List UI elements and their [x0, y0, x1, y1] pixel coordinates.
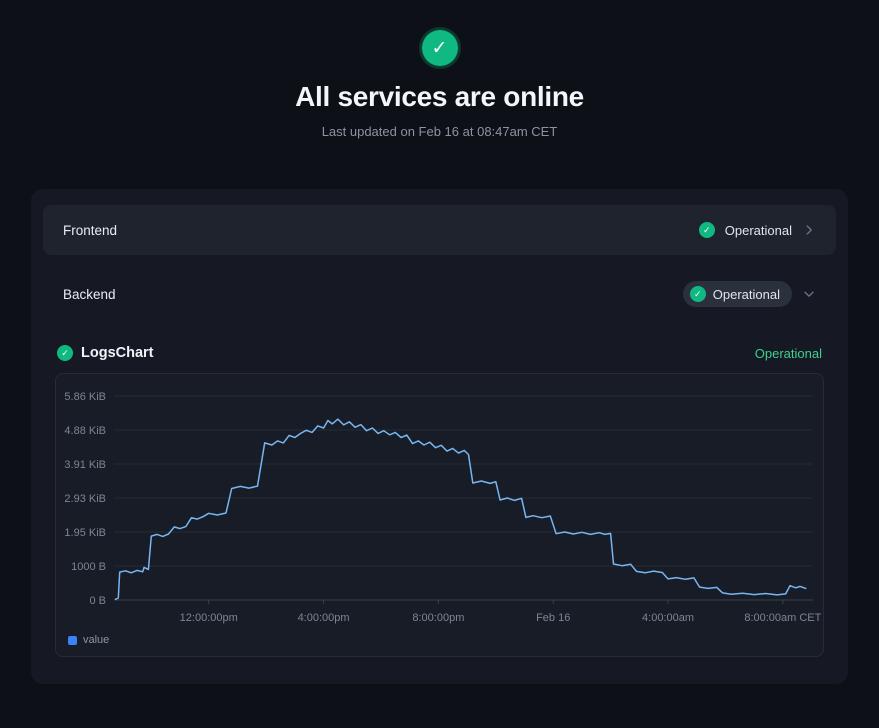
y-axis-label: 0 B — [89, 595, 106, 607]
operational-check-icon: ✓ — [689, 286, 706, 302]
chart-panel: 0 B 1000 B 1.95 KiB 2.93 KiB 3.91 KiB 4.88 Ki… — [55, 373, 824, 657]
legend-swatch-value — [68, 635, 77, 645]
x-axis-label: 8:00:00pm — [412, 612, 464, 624]
service-name: Frontend — [63, 222, 118, 238]
x-axis-label: 4:00:00am — [642, 612, 694, 624]
monitor-name: LogsChart — [81, 345, 154, 361]
legend-label: value — [83, 634, 110, 646]
service-status-label: Operational — [712, 286, 780, 302]
page-title: All services are online — [295, 81, 584, 112]
x-axis-label: 12:00:00pm — [180, 612, 238, 624]
service-status-group: ✓ Operational — [698, 222, 816, 238]
x-axis-label: Feb 16 — [536, 612, 570, 624]
services-card: Frontend ✓ Operational Backend ✓ Operati… — [31, 189, 848, 684]
y-axis-label: 2.93 KiB — [64, 493, 106, 505]
y-axis-label: 3.91 KiB — [64, 459, 106, 471]
monitor-header: ✓ LogsChart Operational — [55, 345, 824, 361]
monitor-title-group: ✓ LogsChart — [57, 345, 154, 361]
logs-chart: 0 B 1000 B 1.95 KiB 2.93 KiB 3.91 KiB 4.88 Ki… — [64, 391, 821, 624]
operational-status-pill[interactable]: ✓ Operational — [682, 281, 792, 307]
x-axis-label: 4:00:00pm — [298, 612, 350, 624]
service-status-label: Operational — [724, 222, 792, 238]
service-row-backend[interactable]: Backend ✓ Operational — [43, 269, 836, 319]
service-status-group: ✓ Operational — [682, 281, 816, 307]
y-axis-label: 5.86 KiB — [64, 391, 106, 403]
y-axis-label: 1000 B — [71, 561, 106, 573]
all-online-check-icon: ✓ — [421, 30, 458, 66]
chart-legend: value — [56, 628, 823, 648]
service-row-frontend[interactable]: Frontend ✓ Operational — [43, 205, 836, 255]
x-axis-label: 8:00:00am CET — [744, 612, 821, 624]
page-header: ✓ All services are online Last updated o… — [0, 0, 879, 139]
service-name: Backend — [63, 286, 116, 302]
monitor-check-icon: ✓ — [57, 345, 73, 361]
operational-check-icon: ✓ — [698, 222, 715, 238]
last-updated-text: Last updated on Feb 16 at 08:47am CET — [321, 124, 558, 139]
monitor-section: ✓ LogsChart Operational 0 B 1000 B 1.95 Ki… — [55, 345, 824, 657]
chevron-down-icon[interactable] — [802, 287, 816, 301]
y-axis-label: 4.88 KiB — [64, 425, 106, 437]
y-axis-label: 1.95 KiB — [64, 527, 106, 539]
value-series-line — [114, 418, 807, 601]
chevron-right-icon[interactable] — [802, 223, 816, 237]
monitor-status-label: Operational — [754, 345, 822, 361]
